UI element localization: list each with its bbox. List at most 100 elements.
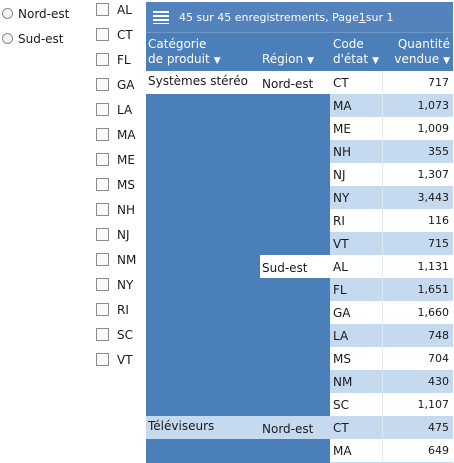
checkbox-item[interactable]: AL [96, 0, 136, 22]
checkbox-item[interactable]: CT [96, 22, 136, 47]
checkbox-item[interactable]: SC [96, 322, 136, 347]
checkbox-item[interactable]: LA [96, 97, 136, 122]
checkbox[interactable] [96, 353, 109, 366]
cell-quantity: 649 [382, 439, 453, 462]
quantity-text: 355 [428, 145, 449, 158]
checkbox-label: SC [117, 327, 133, 342]
checkbox-label: NH [117, 202, 135, 217]
cell-quantity: 355 [382, 140, 453, 163]
checkbox-label: RI [117, 302, 129, 317]
cell-region [260, 94, 330, 117]
quantity-text: 1,307 [417, 168, 450, 181]
quantity-text: 1,131 [417, 260, 450, 273]
cell-quantity: 475 [382, 416, 453, 439]
data-grid: 45 sur 45 enregistrements, Page 1 sur 1 … [146, 2, 453, 463]
checkbox[interactable] [96, 253, 109, 266]
radio-button[interactable] [2, 8, 13, 19]
cell-region [260, 439, 330, 462]
table-row: MS 704 [146, 347, 453, 370]
sort-down-icon[interactable]: ▼ [213, 56, 221, 66]
quantity-text: 717 [428, 76, 449, 89]
sort-down-icon[interactable]: ▼ [372, 56, 379, 66]
cell-state: LA [330, 324, 382, 347]
radio-sud-est[interactable]: Sud-est [2, 26, 69, 51]
cell-state: NM [330, 370, 382, 393]
checkbox-label: LA [117, 102, 133, 117]
cell-state: NY [330, 186, 382, 209]
region-text: Nord-est [262, 77, 314, 91]
checkbox[interactable] [96, 228, 109, 241]
checkbox[interactable] [96, 3, 109, 16]
header-state[interactable]: Code d'état ▼ [333, 37, 379, 69]
sort-down-icon[interactable]: ▼ [307, 56, 315, 66]
header-region[interactable]: Région ▼ [262, 37, 314, 69]
checkbox-item[interactable]: MA [96, 122, 136, 147]
cell-state: MA [330, 439, 382, 462]
checkbox[interactable] [96, 128, 109, 141]
cell-region [260, 393, 330, 416]
region-filter: Nord-est Sud-est [2, 1, 69, 51]
cell-quantity: 1,073 [382, 94, 453, 117]
cell-quantity: 748 [382, 324, 453, 347]
state-text: CT [333, 421, 349, 435]
checkbox[interactable] [96, 278, 109, 291]
menu-icon[interactable] [153, 10, 169, 24]
header-category[interactable]: Catégorie de produit ▼ [148, 37, 221, 69]
radio-nord-est[interactable]: Nord-est [2, 1, 69, 26]
checkbox[interactable] [96, 203, 109, 216]
table-row: NH 355 [146, 140, 453, 163]
cell-state: CT [330, 416, 382, 439]
page-link[interactable]: 1 [358, 10, 366, 24]
grid-toolbar: 45 sur 45 enregistrements, Page 1 sur 1 [146, 2, 453, 33]
header-quantity[interactable]: Quantité vendue ▼ [386, 37, 450, 69]
quantity-text: 1,073 [417, 99, 450, 112]
radio-button[interactable] [2, 33, 13, 44]
checkbox-item[interactable]: MS [96, 172, 136, 197]
checkbox[interactable] [96, 103, 109, 116]
cell-category [146, 324, 260, 347]
checkbox-item[interactable]: ME [96, 147, 136, 172]
quantity-text: 1,660 [417, 306, 450, 319]
checkbox-label: CT [117, 27, 133, 42]
record-count-suffix: sur 1 [365, 10, 394, 24]
checkbox-item[interactable]: GA [96, 72, 136, 97]
cell-region [260, 186, 330, 209]
checkbox-item[interactable]: NJ [96, 222, 136, 247]
checkbox-item[interactable]: NY [96, 272, 136, 297]
cell-state: ME [330, 117, 382, 140]
checkbox[interactable] [96, 153, 109, 166]
checkbox[interactable] [96, 328, 109, 341]
checkbox-item[interactable]: VT [96, 347, 136, 372]
cell-quantity: 1,131 [382, 255, 453, 278]
state-text: MA [333, 99, 352, 113]
quantity-text: 748 [428, 329, 449, 342]
checkbox-item[interactable]: NM [96, 247, 136, 272]
cell-region [260, 347, 330, 370]
checkbox[interactable] [96, 78, 109, 91]
category-text: Systèmes stéréo [148, 74, 248, 88]
checkbox[interactable] [96, 28, 109, 41]
cell-category [146, 255, 260, 278]
checkbox-item[interactable]: FL [96, 47, 136, 72]
cell-region [260, 301, 330, 324]
state-text: NM [333, 375, 353, 389]
category-text: Téléviseurs [148, 419, 215, 433]
checkbox[interactable] [96, 53, 109, 66]
radio-label: Sud-est [18, 31, 64, 46]
cell-quantity: 1,651 [382, 278, 453, 301]
cell-category: Téléviseurs [146, 416, 260, 439]
checkbox[interactable] [96, 178, 109, 191]
checkbox-item[interactable]: NH [96, 197, 136, 222]
checkbox-item[interactable]: RI [96, 297, 136, 322]
state-text: NY [333, 191, 350, 205]
checkbox-label: NJ [117, 227, 130, 242]
quantity-text: 704 [428, 352, 449, 365]
cell-region: Sud-est [260, 255, 330, 278]
checkbox[interactable] [96, 303, 109, 316]
cell-category [146, 439, 260, 462]
header-line: Catégorie [148, 37, 207, 51]
cell-state: AL [330, 255, 382, 278]
cell-state: CT [330, 71, 382, 94]
cell-category [146, 94, 260, 117]
sort-down-icon[interactable]: ▼ [443, 56, 450, 66]
